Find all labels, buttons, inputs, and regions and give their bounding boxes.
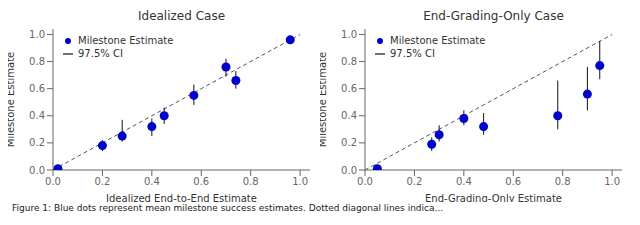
- svg-text:0.2: 0.2: [406, 176, 422, 187]
- svg-text:0.6: 0.6: [29, 83, 45, 94]
- html-text:97.5% CI: 97.5% CI: [78, 48, 123, 59]
- svg-text:0.2: 0.2: [29, 137, 45, 148]
- svg-text:0.0: 0.0: [29, 165, 45, 176]
- svg-text:0.0: 0.0: [341, 165, 357, 176]
- svg-text:0.2: 0.2: [94, 176, 110, 187]
- svg-text:0.6: 0.6: [505, 176, 521, 187]
- html-text:Milestone Estimate: Milestone Estimate: [78, 35, 174, 46]
- svg-text:Milestone Estimate: Milestone Estimate: [8, 52, 16, 147]
- svg-text:0.8: 0.8: [341, 56, 357, 67]
- svg-text:0.8: 0.8: [243, 176, 259, 187]
- svg-text:0.0: 0.0: [45, 176, 61, 187]
- svg-text:0.4: 0.4: [456, 176, 472, 187]
- svg-text:0.2: 0.2: [341, 137, 357, 148]
- html-text:Figure 1: Blue dots represent: Figure 1: Blue dots represent mean miles…: [12, 203, 444, 213]
- html-text:Milestone Estimate: Milestone Estimate: [390, 35, 486, 46]
- svg-text:0.8: 0.8: [555, 176, 571, 187]
- svg-text:0.4: 0.4: [341, 110, 357, 121]
- svg-text:0.0: 0.0: [357, 176, 373, 187]
- svg-text:1.0: 1.0: [29, 29, 45, 40]
- svg-text:End-Grading-Only Estimate: End-Grading-Only Estimate: [425, 193, 562, 202]
- svg-text:0.8: 0.8: [29, 56, 45, 67]
- svg-text:0.6: 0.6: [193, 176, 209, 187]
- svg-text:0.6: 0.6: [341, 83, 357, 94]
- svg-text:Milestone Estimate: Milestone Estimate: [320, 52, 328, 147]
- html-text:97.5% CI: 97.5% CI: [390, 48, 435, 59]
- html-text:Idealized Case: Idealized Case: [138, 9, 225, 23]
- svg-text:1.0: 1.0: [604, 176, 620, 187]
- svg-text:0.4: 0.4: [29, 110, 45, 121]
- svg-text:1.0: 1.0: [292, 176, 308, 187]
- svg-text:1.0: 1.0: [341, 29, 357, 40]
- svg-text:0.4: 0.4: [144, 176, 160, 187]
- html-text:End-Grading-Only Case: End-Grading-Only Case: [423, 9, 564, 23]
- svg-text:Idealized End-to-End Estimate: Idealized End-to-End Estimate: [106, 193, 257, 202]
